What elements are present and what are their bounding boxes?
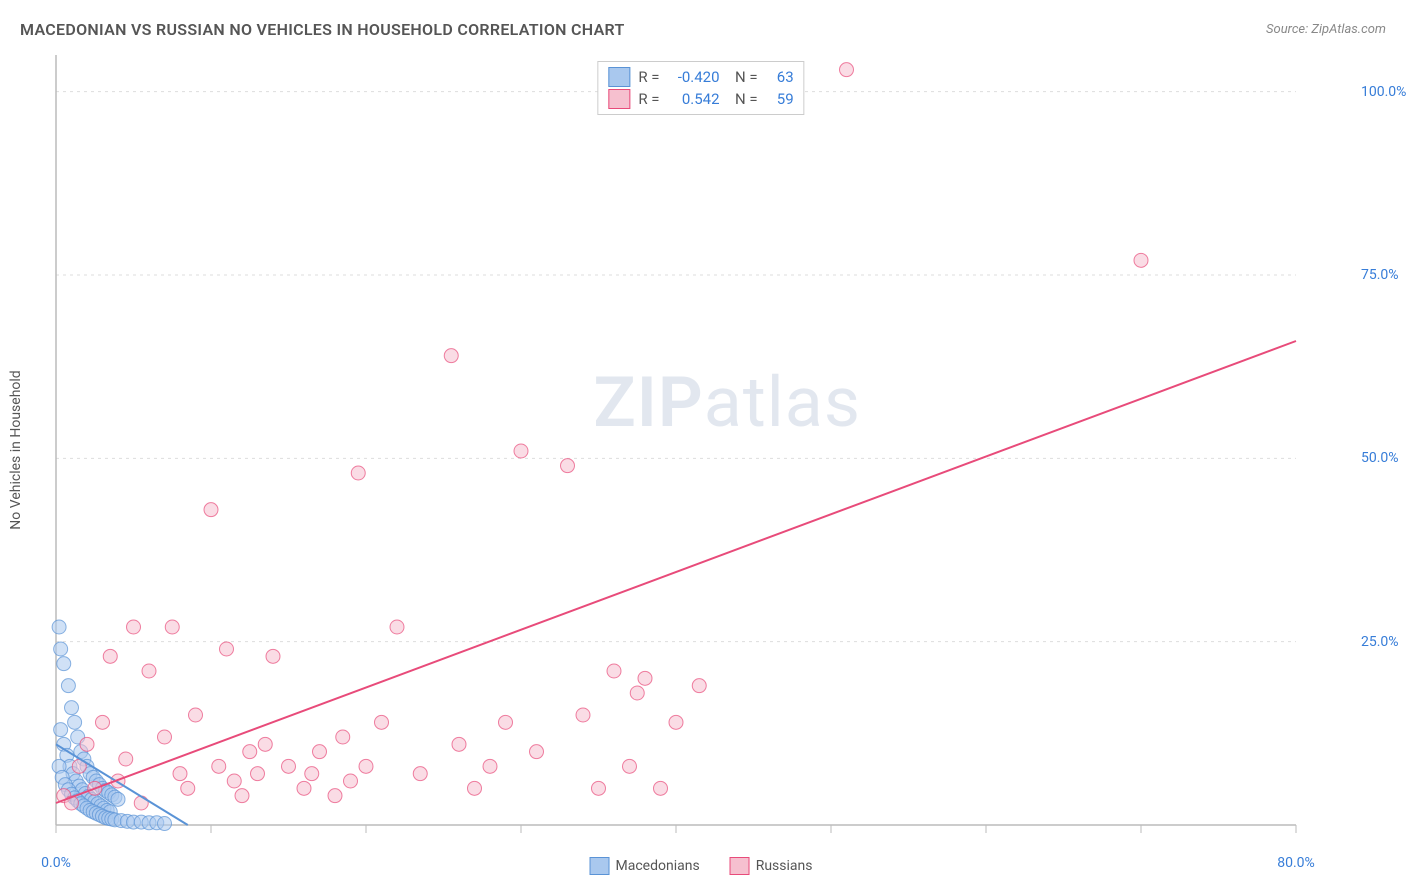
x-tick-label-min: 0.0%	[41, 855, 71, 871]
stats-legend: R = -0.420 N = 63 R = 0.542 N = 59	[597, 61, 804, 115]
y-axis-label: No Vehicles in Household	[8, 370, 24, 529]
legend-label: Russians	[756, 858, 813, 874]
stat-n-label: N =	[728, 90, 758, 108]
x-tick-label-max: 80.0%	[1277, 855, 1315, 871]
legend-label: Macedonians	[616, 858, 700, 874]
stat-n-value: 63	[766, 68, 794, 86]
series-legend: Macedonians Russians	[590, 857, 813, 875]
y-tick-label: 25.0%	[1361, 634, 1399, 650]
y-tick-label: 100.0%	[1361, 84, 1406, 100]
stat-r-value: 0.542	[668, 90, 720, 108]
source-attribution: Source: ZipAtlas.com	[1266, 22, 1386, 37]
legend-item: Russians	[730, 857, 813, 875]
y-tick-label: 50.0%	[1361, 450, 1399, 466]
scatter-plot	[46, 55, 1356, 845]
stat-r-label: R =	[638, 90, 659, 108]
stat-r-label: R =	[638, 68, 659, 86]
stat-r-value: -0.420	[668, 68, 720, 86]
legend-item: Macedonians	[590, 857, 700, 875]
legend-swatch	[590, 857, 610, 875]
legend-swatch	[608, 67, 630, 87]
legend-swatch	[608, 89, 630, 109]
stats-row: R = 0.542 N = 59	[608, 88, 793, 110]
stats-row: R = -0.420 N = 63	[608, 66, 793, 88]
legend-swatch	[730, 857, 750, 875]
stat-n-value: 59	[766, 90, 794, 108]
chart-area: No Vehicles in Household R =-0.420 N =63…	[46, 55, 1356, 845]
chart-title: MACEDONIAN VS RUSSIAN NO VEHICLES IN HOU…	[20, 20, 625, 39]
stat-n-label: N =	[728, 68, 758, 86]
y-tick-label: 75.0%	[1361, 267, 1399, 283]
